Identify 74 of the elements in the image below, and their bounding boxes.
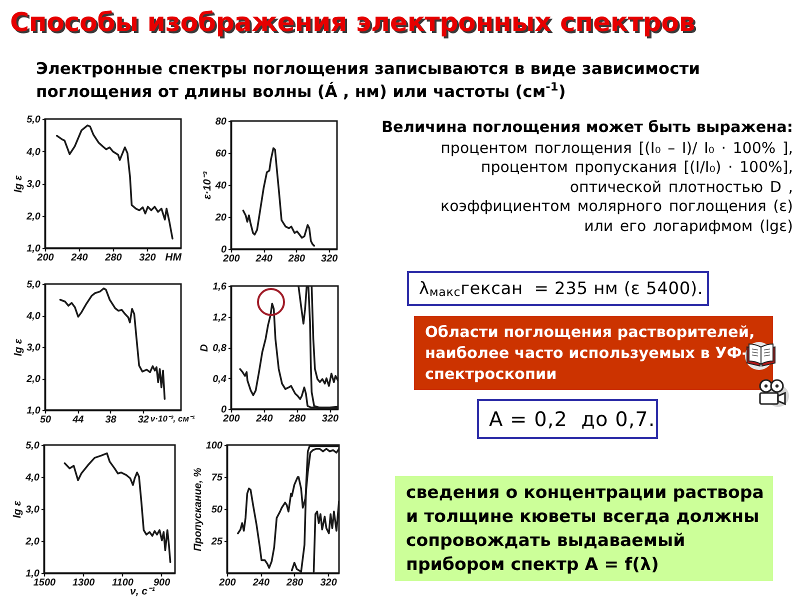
text: процентом поглощения [(I₀ – I)/ I₀ · 100% ], xyxy=(440,138,793,158)
y-tick-label: 20 xyxy=(214,212,227,224)
y-tick-label: 25 xyxy=(210,536,223,548)
y-axis-title: lg ε xyxy=(12,500,24,518)
y-tick-label: 3,0 xyxy=(26,179,41,190)
y-tick-label: 0,8 xyxy=(212,343,227,354)
y-tick-label: 1,6 xyxy=(212,282,227,292)
x-axis-title: ν, с⁻¹ xyxy=(130,586,156,598)
y-tick-label: 1,0 xyxy=(26,406,41,416)
x-axis-title: ν·10⁻³, см⁻¹ xyxy=(150,414,195,424)
x-tick-label: 240 xyxy=(254,254,273,264)
y-tick-label: 40 xyxy=(214,180,227,192)
x-tick-label: 320 xyxy=(321,254,338,264)
y-tick-label: 4,0 xyxy=(24,472,40,484)
y-tick-label: 1,0 xyxy=(26,244,41,254)
x-tick-label: 240 xyxy=(252,578,270,588)
x-tick-label: 32 xyxy=(138,414,150,426)
x-tick-label: 200 xyxy=(222,414,240,424)
text: λ$_{макс}$гексан = 235 нм (ε 5400). xyxy=(407,271,709,306)
y-axis-title: lg ε xyxy=(12,174,25,193)
text: сведения о концентрации раствора и толщине кюветы всегда должны сопровождать выдаваемый прибором спектр A = f(λ) xyxy=(395,476,773,581)
y-tick-label: 5,0 xyxy=(26,114,41,126)
y-tick-label: 2,0 xyxy=(26,374,41,385)
x-tick-label: 38 xyxy=(105,414,117,426)
x-tick-label: 240 xyxy=(70,252,88,264)
y-tick-label: 50 xyxy=(211,504,223,516)
y-axis-title: D xyxy=(198,344,211,352)
text: Электронные спектры поглощения записываются в виде зависимости поглощения от длины волны (Á , нм) или частоты (см$^{-1}$) xyxy=(36,58,702,103)
y-tick-label: 100 xyxy=(206,440,223,452)
x-tick-label: 320 xyxy=(139,252,156,264)
y-tick-label: 75 xyxy=(211,472,223,484)
y-tick-label: 3,0 xyxy=(26,504,40,516)
x-tick-label: 280 xyxy=(288,414,306,424)
y-tick-label: 0 xyxy=(220,244,227,256)
y-tick-label: 4,0 xyxy=(26,311,41,322)
y-tick-label: 1,0 xyxy=(26,568,40,580)
text: процентом пропускания [(I/I₀) · 100%], xyxy=(480,157,793,177)
x-tick-label: 320 xyxy=(320,578,338,588)
y-axis-title: ε·10⁻³ xyxy=(201,171,214,200)
x-tick-label: 280 xyxy=(104,252,122,264)
y-tick-label: 0,4 xyxy=(212,374,227,385)
y-tick-label: 1,2 xyxy=(212,312,227,324)
x-tick-label: 200 xyxy=(36,252,54,264)
x-tick-label: 1300 xyxy=(72,578,96,588)
text: оптической плотностью D , xyxy=(568,177,793,197)
x-tick-label: 50 xyxy=(40,414,52,426)
x-tick-label: 280 xyxy=(287,254,306,264)
x-tick-label: 900 xyxy=(153,578,171,588)
x-tick-label: 200 xyxy=(222,254,240,264)
text: Способы изображения электронных спектров xyxy=(10,8,696,38)
y-tick-label: 5,0 xyxy=(26,280,41,290)
x-tick-label: 1100 xyxy=(112,578,134,588)
x-tick-label: 200 xyxy=(218,578,236,588)
y-tick-label: 2,0 xyxy=(26,211,41,222)
x-tick-label: 240 xyxy=(255,414,274,424)
x-axis-title: НМ xyxy=(165,252,182,264)
y-tick-label: 60 xyxy=(215,148,227,160)
text: Области поглощения растворителей, наиболее часто используемых в УФ-спектроскопии xyxy=(414,316,773,390)
x-tick-label: 320 xyxy=(322,414,340,424)
y-tick-label: 80 xyxy=(215,116,227,128)
y-axis-title: lg ε xyxy=(12,338,25,356)
text: Величина поглощения может быть выражена: xyxy=(380,117,793,137)
text: коэффициентом молярного поглощения (ε) xyxy=(440,196,793,216)
y-axis-title: Пропускание, % xyxy=(192,467,204,552)
y-tick-label: 4,0 xyxy=(26,146,41,158)
x-tick-label: 1500 xyxy=(33,578,56,588)
x-tick-label: 280 xyxy=(286,578,304,588)
y-tick-label: 3,0 xyxy=(26,342,41,354)
text: или его логарифмом (lgε) xyxy=(583,216,793,236)
text: A = 0,2 до 0,7. xyxy=(477,399,658,439)
y-tick-label: 2,0 xyxy=(24,536,40,548)
y-tick-label: 5,0 xyxy=(26,440,40,452)
y-tick-label: 0 xyxy=(220,404,227,416)
x-tick-label: 44 xyxy=(72,414,84,426)
